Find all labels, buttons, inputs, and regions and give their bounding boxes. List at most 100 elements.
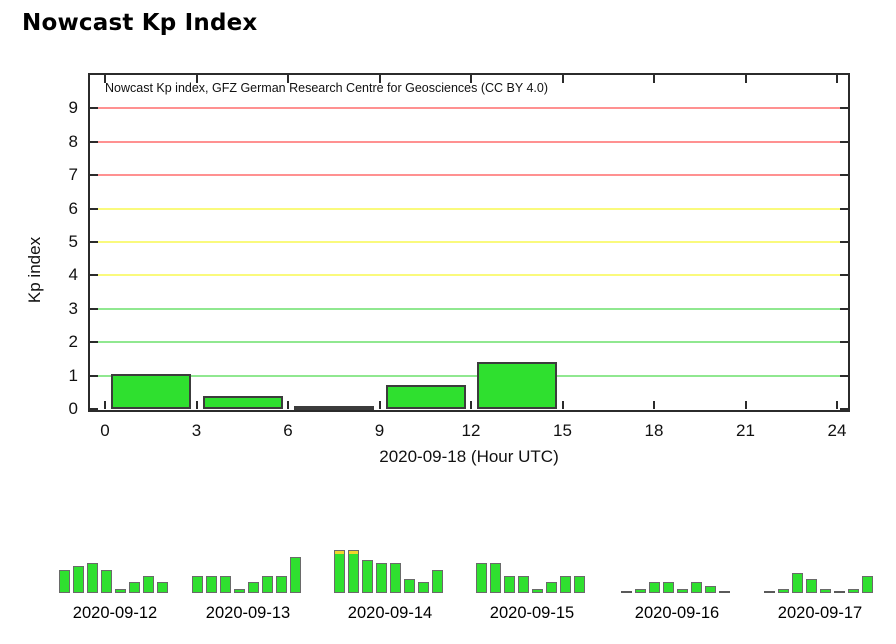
- x-tick-12: [470, 401, 472, 409]
- mini-bar-2020-09-16-4: [677, 589, 688, 593]
- gridline-kp-2: [90, 341, 848, 344]
- mini-bar-yellow-tip: [349, 551, 358, 554]
- mini-bar-2020-09-17-0: [764, 591, 775, 593]
- y-tick-label-5: 5: [68, 232, 78, 251]
- x-tick-6: [287, 401, 289, 409]
- mini-bar-2020-09-17-4: [820, 589, 831, 593]
- x-tick-3: [195, 401, 198, 409]
- mini-bar-2020-09-17-6: [848, 589, 859, 593]
- x-tick-label-0: 0: [100, 421, 110, 440]
- kp-bar-hour-9: [385, 385, 466, 409]
- x-tick-label-3: 3: [191, 421, 202, 440]
- mini-chart-date-label: 2020-09-13: [205, 604, 291, 622]
- kp-bar-hour-12: [477, 362, 557, 409]
- y-tick-5: [90, 241, 98, 243]
- mini-bar-2020-09-13-0: [192, 576, 203, 593]
- gridline-kp-1: [90, 374, 848, 377]
- x-tick-18: [653, 401, 655, 409]
- y-tick-right-7: [840, 174, 848, 177]
- page-title: Nowcast Kp Index: [22, 10, 258, 36]
- mini-chart-date-label: 2020-09-17: [777, 604, 863, 622]
- mini-chart-date-label: 2020-09-15: [489, 604, 575, 622]
- mini-bar-2020-09-15-6: [560, 576, 571, 593]
- y-tick-0: [90, 408, 98, 410]
- mini-bar-2020-09-17-5: [834, 591, 845, 593]
- mini-bar-yellow-tip: [335, 551, 344, 554]
- mini-chart-2020-09-13: [192, 545, 304, 593]
- kp-plot-area: Nowcast Kp index, GFZ German Research Ce…: [90, 75, 848, 410]
- mini-bar-2020-09-14-0: [334, 550, 345, 593]
- gridline-kp-5: [90, 241, 848, 243]
- gridline-kp-8: [90, 140, 848, 143]
- mini-bar-2020-09-12-6: [143, 576, 154, 593]
- mini-bar-2020-09-12-2: [87, 563, 98, 593]
- y-tick-6: [90, 207, 98, 210]
- mini-bar-2020-09-16-5: [691, 582, 702, 593]
- mini-chart-date-label: 2020-09-16: [634, 604, 720, 622]
- y-tick-right-1: [840, 374, 848, 377]
- mini-bar-2020-09-16-6: [705, 586, 716, 593]
- mini-chart-date-label: 2020-09-14: [347, 604, 433, 622]
- x-tick-top-0: [104, 75, 106, 83]
- x-tick-21: [744, 401, 747, 409]
- mini-chart-2020-09-17: [764, 545, 876, 593]
- mini-bar-2020-09-12-3: [101, 570, 112, 593]
- x-tick-top-3: [195, 75, 198, 83]
- x-tick-9: [378, 401, 381, 409]
- gridline-kp-9: [90, 107, 848, 110]
- x-tick-24: [836, 401, 838, 409]
- mini-bar-2020-09-14-6: [418, 582, 429, 593]
- mini-bar-2020-09-15-4: [532, 589, 543, 593]
- kp-bar-hour-3: [202, 396, 283, 409]
- x-tick-top-9: [378, 75, 381, 83]
- mini-chart-2020-09-12: [59, 545, 171, 593]
- mini-bar-2020-09-14-5: [404, 579, 415, 593]
- mini-bar-2020-09-14-4: [390, 563, 401, 593]
- mini-bar-2020-09-12-5: [129, 582, 140, 593]
- mini-chart-2020-09-16: [621, 545, 733, 593]
- mini-bar-2020-09-15-1: [490, 563, 501, 593]
- x-tick-label-6: 6: [283, 421, 293, 440]
- y-tick-label-9: 9: [68, 98, 78, 118]
- mini-bar-2020-09-13-1: [206, 576, 217, 593]
- mini-bar-2020-09-17-2: [792, 573, 803, 593]
- y-tick-right-3: [840, 307, 848, 310]
- y-tick-right-9: [840, 107, 848, 110]
- mini-bar-2020-09-16-1: [635, 589, 646, 593]
- mini-bar-2020-09-14-7: [432, 570, 443, 593]
- mini-bar-2020-09-12-1: [73, 566, 84, 593]
- mini-bar-2020-09-16-7: [719, 591, 730, 593]
- x-tick-label-9: 9: [374, 421, 385, 440]
- x-tick-top-24: [836, 75, 838, 83]
- y-tick-4: [90, 274, 98, 277]
- mini-bar-2020-09-12-0: [59, 570, 70, 593]
- mini-bar-2020-09-13-3: [234, 589, 245, 593]
- mini-bar-2020-09-15-0: [476, 563, 487, 593]
- mini-bar-2020-09-12-4: [115, 589, 126, 593]
- kp-bar-hour-6: [294, 406, 374, 410]
- y-tick-label-8: 8: [68, 131, 78, 151]
- mini-bar-2020-09-17-1: [778, 589, 789, 593]
- mini-bar-2020-09-16-3: [663, 582, 674, 593]
- y-tick-label-1: 1: [68, 365, 78, 385]
- x-tick-top-6: [287, 75, 289, 83]
- mini-bar-2020-09-14-1: [348, 550, 359, 593]
- y-tick-right-4: [840, 274, 848, 277]
- y-tick-label-4: 4: [68, 265, 78, 285]
- mini-bar-2020-09-13-4: [248, 582, 259, 593]
- mini-bar-2020-09-15-5: [546, 582, 557, 593]
- mini-bar-2020-09-13-7: [290, 557, 301, 593]
- mini-chart-2020-09-14: [334, 545, 446, 593]
- y-tick-label-0: 0: [68, 399, 78, 418]
- mini-chart-date-label: 2020-09-12: [72, 604, 158, 622]
- y-tick-9: [90, 107, 98, 110]
- y-tick-right-2: [840, 341, 848, 344]
- mini-bar-2020-09-15-3: [518, 576, 529, 593]
- kp-bar-hour-0: [111, 374, 191, 409]
- mini-bar-2020-09-13-2: [220, 576, 231, 593]
- x-tick-top-15: [561, 75, 564, 83]
- x-tick-label-21: 21: [736, 421, 755, 440]
- y-tick-label-2: 2: [68, 332, 78, 352]
- gridline-kp-6: [90, 207, 848, 210]
